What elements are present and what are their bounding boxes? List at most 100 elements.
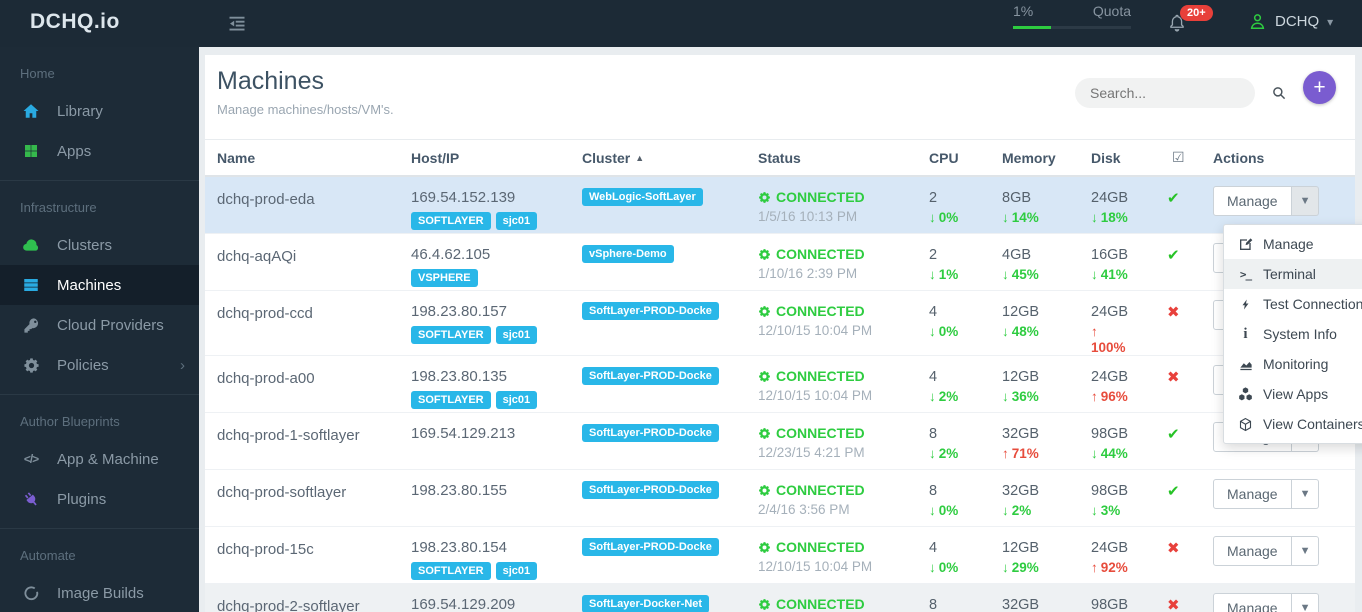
disk-value: 24GB xyxy=(1091,304,1129,320)
column-header-cpu[interactable]: CPU ▲ ☑ xyxy=(929,150,1002,166)
dropdown-item-view-apps[interactable]: View Apps xyxy=(1224,379,1362,409)
column-header-actions[interactable]: Actions ▲ ☑ xyxy=(1213,150,1355,166)
sidebar-item-app-machine[interactable]: </> App & Machine xyxy=(0,439,199,479)
host-cell: 198.23.80.135 SOFTLAYER sjc01 xyxy=(411,356,582,409)
column-header-name[interactable]: Name ▲ ☑ xyxy=(217,150,411,166)
manage-dropdown-toggle[interactable]: ▼ xyxy=(1291,186,1320,216)
cluster-badge: SoftLayer-PROD-Docke xyxy=(582,481,719,499)
cluster-cell: vSphere-Demo xyxy=(582,234,758,263)
column-header-disk[interactable]: Disk ▲ ☑ xyxy=(1091,150,1167,166)
cpu-cell: 4 ↓ 0% xyxy=(929,527,1002,575)
search-icon[interactable] xyxy=(1271,85,1287,101)
status-cell: CONNECTED xyxy=(758,584,929,612)
trend-arrow-icon: ↓ xyxy=(929,446,936,461)
disk-cell: 24GB ↑ 92% xyxy=(1091,527,1167,575)
cross-icon: ✖ xyxy=(1167,369,1180,386)
sidebar-item-machines[interactable]: Machines xyxy=(0,265,199,305)
info-icon: i xyxy=(1243,325,1248,342)
cluster-cell: SoftLayer-Docker-Net xyxy=(582,584,758,612)
memory-trend: ↓ 29% xyxy=(1002,560,1091,575)
manage-dropdown-toggle[interactable]: ▼ xyxy=(1291,536,1320,566)
column-header[interactable]: ▲ ☑ xyxy=(1167,149,1213,166)
status-gear-icon xyxy=(758,484,771,497)
host-cell: 46.4.62.105 VSPHERE xyxy=(411,234,582,287)
sidebar: Home Library Apps Infrastructure Cluster… xyxy=(0,47,199,612)
sidebar-toggle-icon[interactable] xyxy=(225,13,249,35)
chart-icon xyxy=(1237,357,1254,372)
status-timestamp: 12/10/15 10:04 PM xyxy=(758,559,873,574)
column-header-label: Memory xyxy=(1002,149,1056,166)
trend-arrow-icon: ↓ xyxy=(1002,503,1009,518)
cluster-cell: WebLogic-SoftLayer xyxy=(582,177,758,206)
memory-value: 8GB xyxy=(1002,190,1032,206)
manage-button[interactable]: Manage xyxy=(1213,479,1292,509)
memory-cell: 12GB ↓ 36% xyxy=(1002,356,1091,404)
memory-trend: ↓ 2% xyxy=(1002,503,1091,518)
column-header-memory[interactable]: Memory ▲ ☑ xyxy=(1002,150,1091,166)
trend-arrow-icon: ↓ xyxy=(1091,503,1098,518)
notifications-badge[interactable]: 20+ xyxy=(1180,5,1213,21)
trend-arrow-icon: ↑ xyxy=(1091,389,1098,404)
trend-percent: 2% xyxy=(1011,503,1032,518)
trend-arrow-icon: ↓ xyxy=(1002,389,1009,404)
column-header-status[interactable]: Status ▲ ☑ xyxy=(758,150,929,166)
manage-button[interactable]: Manage xyxy=(1213,186,1292,216)
dropdown-item-manage[interactable]: Manage xyxy=(1224,229,1362,259)
dropdown-item-monitoring[interactable]: Monitoring xyxy=(1224,349,1362,379)
dropdown-item-terminal[interactable]: >_ Terminal xyxy=(1224,259,1362,289)
cpu-cell: 8 ↓ 2% xyxy=(929,413,1002,461)
sidebar-section: Infrastructure Clusters Machines Cloud P… xyxy=(0,180,199,394)
ring-icon xyxy=(20,585,42,602)
sidebar-item-label: App & Machine xyxy=(57,450,159,468)
manage-dropdown-toggle[interactable]: ▼ xyxy=(1291,593,1320,612)
user-name: DCHQ xyxy=(1275,13,1320,30)
column-header-label: Status xyxy=(758,149,801,166)
search-input[interactable] xyxy=(1090,85,1271,101)
trend-percent: 100% xyxy=(1091,340,1126,355)
cluster-badge: WebLogic-SoftLayer xyxy=(582,188,703,206)
sidebar-item-image-builds[interactable]: Image Builds xyxy=(0,573,199,612)
plug-icon xyxy=(20,491,42,508)
ip-badges: VSPHERE xyxy=(411,269,582,287)
sidebar-item-clusters[interactable]: Clusters xyxy=(0,225,199,265)
dropdown-item-label: View Apps xyxy=(1263,386,1329,402)
trend-percent: 0% xyxy=(938,503,959,518)
status-timestamp: 12/23/15 4:21 PM xyxy=(758,445,865,460)
cluster-cell: SoftLayer-PROD-Docke xyxy=(582,356,758,385)
cluster-badge: SoftLayer-PROD-Docke xyxy=(582,302,719,320)
sidebar-item-cloud-providers[interactable]: Cloud Providers xyxy=(0,305,199,345)
column-header-label: Cluster xyxy=(582,149,631,166)
trend-arrow-icon: ↓ xyxy=(929,324,936,339)
sidebar-item-apps[interactable]: Apps xyxy=(0,131,199,171)
add-machine-button[interactable]: + xyxy=(1303,71,1336,104)
sidebar-item-label: Library xyxy=(57,102,103,120)
dropdown-item-test-connection[interactable]: Test Connection xyxy=(1224,289,1362,319)
machine-name: dchq-prod-ccd xyxy=(217,305,313,322)
sidebar-item-plugins[interactable]: Plugins xyxy=(0,479,199,519)
dropdown-item-view-containers[interactable]: View Containers xyxy=(1224,409,1362,439)
host-cell: 169.54.129.209 xyxy=(411,584,582,612)
trend-arrow-icon: ↓ xyxy=(1091,267,1098,282)
user-avatar-icon xyxy=(1248,12,1267,31)
column-header-host-ip[interactable]: Host/IP ▲ ☑ xyxy=(411,150,582,166)
status-label: CONNECTED xyxy=(776,425,865,441)
dropdown-item-label: View Containers xyxy=(1263,416,1362,432)
user-menu[interactable]: DCHQ ▾ xyxy=(1248,12,1333,31)
notifications-bell-icon[interactable] xyxy=(1166,13,1188,35)
manage-button[interactable]: Manage xyxy=(1213,536,1292,566)
checkbox-icon: ☑ xyxy=(1172,149,1185,165)
column-header-label: Actions xyxy=(1213,149,1265,166)
column-header-cluster[interactable]: Cluster ▲ ☑ xyxy=(582,150,758,166)
dropdown-item-system-info[interactable]: i System Info xyxy=(1224,319,1362,349)
search-box xyxy=(1075,78,1286,108)
manage-dropdown-toggle[interactable]: ▼ xyxy=(1291,479,1320,509)
cpu-value: 8 xyxy=(929,483,938,499)
sidebar-item-library[interactable]: Library xyxy=(0,91,199,131)
status-gear-icon xyxy=(758,248,771,261)
machine-row: dchq-prod-ccd 198.23.80.157 SOFTLAYER sjc… xyxy=(205,291,1355,356)
status-gear-icon xyxy=(758,427,771,440)
sidebar-section-label: Infrastructure xyxy=(20,200,97,215)
sidebar-item-policies[interactable]: Policies › xyxy=(0,345,199,385)
status-cell: CONNECTED 1/5/16 10:13 PM xyxy=(758,177,929,224)
manage-button[interactable]: Manage xyxy=(1213,593,1292,612)
